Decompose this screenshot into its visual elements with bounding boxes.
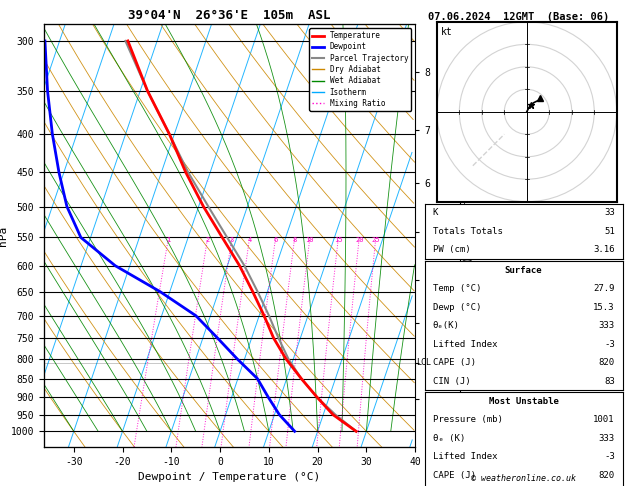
Text: 1: 1 — [166, 238, 170, 243]
Text: 8: 8 — [292, 238, 297, 243]
Text: Temp (°C): Temp (°C) — [433, 284, 481, 293]
Text: Lifted Index: Lifted Index — [433, 340, 497, 348]
Text: 33: 33 — [604, 208, 615, 217]
Text: Dewp (°C): Dewp (°C) — [433, 303, 481, 312]
Text: 1001: 1001 — [593, 416, 615, 424]
Text: 15.3: 15.3 — [593, 303, 615, 312]
Text: 333: 333 — [599, 434, 615, 443]
Text: 25: 25 — [372, 238, 380, 243]
Text: θₑ(K): θₑ(K) — [433, 321, 459, 330]
Text: Lifted Index: Lifted Index — [433, 452, 497, 461]
Text: 20: 20 — [355, 238, 364, 243]
Text: 333: 333 — [599, 321, 615, 330]
Text: 820: 820 — [599, 471, 615, 480]
Text: © weatheronline.co.uk: © weatheronline.co.uk — [471, 474, 576, 483]
Text: 83: 83 — [604, 377, 615, 385]
Text: 820: 820 — [599, 358, 615, 367]
X-axis label: Dewpoint / Temperature (°C): Dewpoint / Temperature (°C) — [138, 472, 321, 483]
Text: 10: 10 — [306, 238, 314, 243]
Text: 51: 51 — [604, 227, 615, 236]
Text: LCL: LCL — [416, 359, 431, 367]
Legend: Temperature, Dewpoint, Parcel Trajectory, Dry Adiabat, Wet Adiabat, Isotherm, Mi: Temperature, Dewpoint, Parcel Trajectory… — [309, 28, 411, 111]
Text: 3.16: 3.16 — [593, 245, 615, 254]
Text: 27.9: 27.9 — [593, 284, 615, 293]
Text: -3: -3 — [604, 340, 615, 348]
Text: 4: 4 — [247, 238, 252, 243]
Text: Pressure (mb): Pressure (mb) — [433, 416, 503, 424]
Text: 15: 15 — [334, 238, 343, 243]
Text: -3: -3 — [604, 452, 615, 461]
Text: CIN (J): CIN (J) — [433, 377, 470, 385]
Text: PW (cm): PW (cm) — [433, 245, 470, 254]
Text: θₑ (K): θₑ (K) — [433, 434, 465, 443]
Text: 2: 2 — [206, 238, 209, 243]
Text: 6: 6 — [274, 238, 278, 243]
Text: K: K — [433, 208, 438, 217]
Text: Totals Totals: Totals Totals — [433, 227, 503, 236]
Y-axis label: km
ASL: km ASL — [438, 214, 455, 236]
Title: 39°04'N  26°36'E  105m  ASL: 39°04'N 26°36'E 105m ASL — [128, 9, 331, 22]
Text: 3: 3 — [230, 238, 234, 243]
Text: Surface: Surface — [505, 266, 542, 275]
Text: 07.06.2024  12GMT  (Base: 06): 07.06.2024 12GMT (Base: 06) — [428, 12, 609, 22]
Text: CAPE (J): CAPE (J) — [433, 358, 476, 367]
Text: kt: kt — [440, 27, 452, 37]
Y-axis label: hPa: hPa — [0, 226, 8, 246]
Text: CAPE (J): CAPE (J) — [433, 471, 476, 480]
Text: Most Unstable: Most Unstable — [489, 397, 559, 406]
Y-axis label: Mixing Ratio (g/kg): Mixing Ratio (g/kg) — [461, 180, 470, 292]
